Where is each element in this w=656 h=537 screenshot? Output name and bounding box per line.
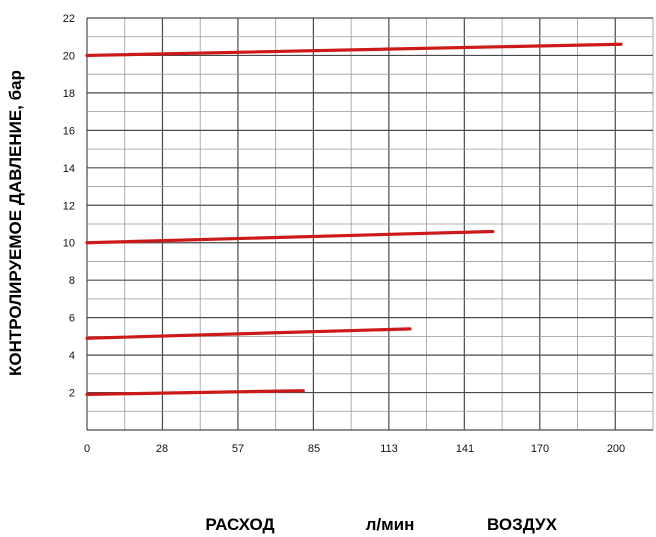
x-tick-label: 170 [531, 443, 549, 455]
y-tick-label: 20 [63, 50, 75, 62]
y-tick-label: 12 [63, 200, 75, 212]
x-tick-label: 141 [456, 443, 474, 455]
x-axis-label-medium: ВОЗДУХ [487, 515, 558, 534]
x-tick-label: 28 [156, 443, 168, 455]
tick-labels: 0 28 57 85 113 141 170 200 2 4 6 8 10 12 14 16 18 20 22 [63, 13, 625, 455]
series-line-4 [85, 389, 305, 397]
x-tick-label: 113 [380, 443, 398, 455]
y-tick-label: 14 [63, 163, 75, 175]
x-tick-label: 57 [232, 443, 244, 455]
grid [86, 17, 654, 431]
y-tick-label: 4 [69, 350, 75, 362]
x-tick-label: 85 [308, 443, 320, 455]
x-axis-label-flow: РАСХОД [205, 515, 274, 534]
x-axis-label-unit: л/мин [366, 515, 415, 534]
series-line-2 [85, 229, 495, 245]
y-tick-label: 10 [63, 238, 75, 250]
y-axis-label: КОНТРОЛИРУЕМОЕ ДАВЛЕНИЕ, бар [6, 70, 25, 376]
x-tick-label: 200 [607, 443, 625, 455]
y-tick-label: 6 [69, 313, 75, 325]
y-tick-label: 2 [69, 388, 75, 400]
x-tick-label: 0 [84, 443, 90, 455]
y-tick-label: 8 [69, 275, 75, 287]
series-line-1 [85, 42, 623, 58]
y-tick-label: 18 [63, 88, 75, 100]
y-tick-label: 22 [63, 13, 75, 25]
x-axis-label: РАСХОД л/мин ВОЗДУХ [205, 515, 557, 534]
series-lines [85, 42, 623, 397]
series-line-3 [85, 327, 412, 340]
y-tick-label: 16 [63, 125, 75, 137]
